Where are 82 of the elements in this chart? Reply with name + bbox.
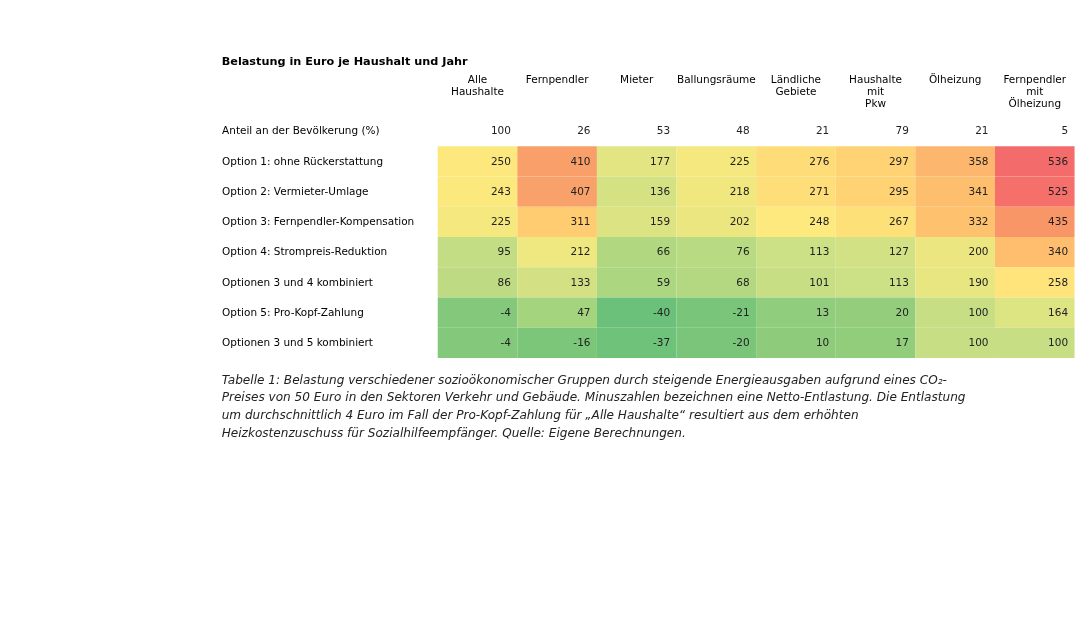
text: Belastung in Euro je Haushalt und Jahr: [221, 55, 469, 69]
x-tick-label: Haushalte mit Pkw: [849, 72, 902, 109]
data-label: 267: [888, 215, 909, 228]
data-label: 164: [1048, 305, 1069, 318]
data-label: 100: [968, 336, 989, 349]
data-label: -4: [500, 305, 512, 318]
data-label: 358: [968, 154, 989, 167]
text: Tabelle 1: Belastung verschiedener sozioökonomischer Gruppen durch steigende Energieausgaben aufgrund eines CO₂-Preises von 50 Euro in den Sektoren Verkehr und Gebäude. Minuszahlen bezeichnen eine Netto-Entlastung. Die Entlastung um durchschnittlich 4 Euro im Fall der Pro-Kopf-Zahlung für „Alle Haushalte“ resultiert aus dem erhöhten Heizkostenzuschuss für Sozialhilfeempfänger. Quelle: Eigene Berechnungen.: [221, 372, 966, 440]
data-label: 271: [809, 184, 830, 197]
data-label: 250: [490, 154, 511, 167]
data-label: -21: [732, 305, 750, 318]
data-label: -16: [573, 336, 591, 349]
data-label: 13: [815, 305, 830, 318]
data-label: 159: [650, 215, 671, 228]
data-label: 133: [570, 275, 591, 288]
data-label: -37: [652, 336, 671, 349]
data-label: 225: [729, 154, 750, 167]
data-label: 17: [895, 336, 909, 349]
x-tick-label: Fernpendler: [525, 72, 590, 85]
data-label: 435: [1048, 215, 1069, 228]
x-tick-label: Ölheizung: [928, 72, 982, 85]
text: 5: [1061, 124, 1069, 137]
data-label: 243: [490, 184, 511, 197]
data-label: 190: [968, 275, 989, 288]
data-label: 225: [490, 215, 511, 228]
data-label: 410: [570, 154, 591, 167]
data-label: -40: [652, 305, 671, 318]
text: 53: [656, 124, 671, 137]
y-tick-label: Option 5: Pro-Kopf-Zahlung: [222, 305, 364, 318]
y-tick-label: Option 2: Vermieter-Umlage: [222, 184, 369, 197]
data-label: 95: [497, 245, 511, 258]
x-tick-label: Mieter: [620, 72, 655, 85]
x-tick-label: Ländliche Gebiete: [770, 72, 822, 97]
x-tick-label: Ballungsräume: [676, 72, 756, 85]
x-tick-label: Alle Haushalte: [451, 72, 504, 97]
y-tick-label: Option 4: Strompreis-Reduktion: [222, 245, 388, 258]
data-label: 295: [888, 184, 909, 197]
data-label: 66: [656, 245, 671, 258]
y-tick-label: Option 3: Fernpendler-Kompensation: [222, 215, 415, 228]
data-label: 20: [895, 305, 909, 318]
y-tick-label: Optionen 3 und 5 kombiniert: [222, 336, 373, 349]
data-label: 10: [815, 336, 830, 349]
data-label: -4: [500, 336, 512, 349]
data-label: 47: [577, 305, 591, 318]
text: 21: [815, 124, 830, 137]
data-label: 258: [1048, 275, 1069, 288]
data-label: 297: [888, 154, 909, 167]
text: 26: [577, 124, 591, 137]
data-label: 177: [650, 154, 671, 167]
data-label: 525: [1048, 184, 1069, 197]
data-label: 212: [570, 245, 591, 258]
y-tick-label: Anteil an der Bevölkerung (%): [222, 124, 380, 137]
data-label: 536: [1048, 154, 1069, 167]
data-label: -20: [732, 336, 750, 349]
data-label: 100: [1048, 336, 1069, 349]
data-label: 86: [497, 275, 511, 288]
data-label: 311: [570, 215, 591, 228]
data-label: 248: [809, 215, 830, 228]
data-label: 332: [968, 215, 989, 228]
data-label: 218: [729, 184, 750, 197]
text: 100: [490, 124, 511, 137]
data-label: 200: [968, 245, 989, 258]
data-label: 202: [729, 215, 750, 228]
data-label: 100: [968, 305, 989, 318]
x-tick-label: Fernpendler mit Ölheizung: [1003, 72, 1067, 109]
data-label: 127: [888, 245, 909, 258]
text: 79: [895, 124, 909, 137]
data-label: 76: [736, 245, 750, 258]
data-label: 113: [809, 245, 830, 258]
data-label: 68: [736, 275, 750, 288]
y-tick-label: Option 1: ohne Rückerstattung: [222, 154, 384, 167]
data-label: 341: [968, 184, 989, 197]
text: 48: [736, 124, 750, 137]
data-label: 136: [650, 184, 671, 197]
data-label: 101: [809, 275, 830, 288]
data-label: 407: [570, 184, 591, 197]
data-label: 59: [656, 275, 671, 288]
data-label: 340: [1048, 245, 1069, 258]
data-label: 113: [888, 275, 909, 288]
data-label: 276: [809, 154, 830, 167]
y-tick-label: Optionen 3 und 4 kombiniert: [222, 275, 373, 288]
text: 21: [975, 124, 989, 137]
